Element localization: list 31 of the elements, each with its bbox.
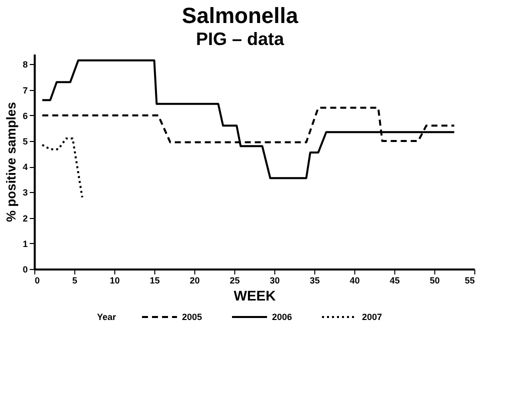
x-tick-label: 10 <box>110 276 120 286</box>
y-tick-label: 5 <box>22 136 28 147</box>
y-axis-title: % positive samples <box>4 102 19 222</box>
line-series <box>41 59 456 180</box>
y-tick-label: 2 <box>22 213 28 224</box>
chart-subtitle: PIG – data <box>196 29 285 49</box>
y-tick-label: 3 <box>22 188 28 198</box>
x-tick-label: 30 <box>270 276 280 286</box>
legend-label: 2005 <box>182 312 202 322</box>
x-axis-title: WEEK <box>234 288 276 304</box>
legend-label: 2006 <box>272 312 292 322</box>
x-tick-label: 5 <box>72 276 78 286</box>
y-tick-label: 6 <box>22 110 28 121</box>
chart-title: Salmonella <box>182 3 299 28</box>
x-tick-label: 15 <box>150 276 160 286</box>
x-tick-label: 55 <box>464 276 475 286</box>
x-tick-label: 50 <box>430 276 440 286</box>
y-tick-label: 0 <box>22 264 28 274</box>
legend-title: Year <box>97 312 117 322</box>
legend-label: 2007 <box>362 312 382 322</box>
y-tick-label: 4 <box>22 162 28 172</box>
x-tick-label: 20 <box>190 276 200 286</box>
line-series <box>41 137 84 198</box>
y-tick-label: 8 <box>22 60 28 70</box>
x-tick-label: 25 <box>230 276 240 286</box>
x-tick-label: 40 <box>350 276 360 286</box>
x-tick-label: 45 <box>390 276 400 286</box>
y-tick-label: 1 <box>22 238 28 249</box>
x-tick-label: 0 <box>34 276 40 286</box>
y-tick-label: 7 <box>22 85 28 96</box>
x-tick-label: 35 <box>310 276 320 286</box>
